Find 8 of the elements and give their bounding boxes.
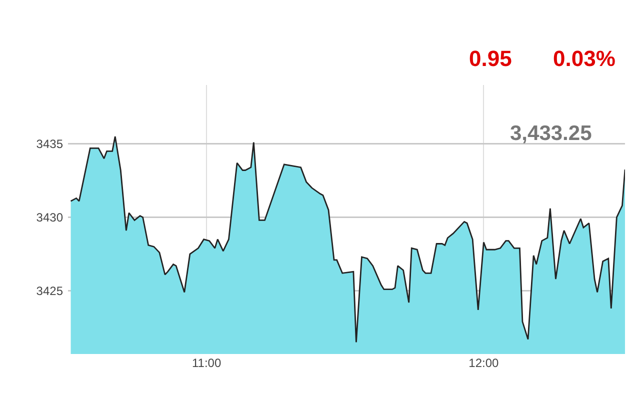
y-tick-label: 3435 (36, 137, 64, 151)
text: 0.03% (553, 46, 616, 71)
x-tick-label: 11:00 (192, 356, 222, 370)
text: 0.95 (469, 46, 512, 71)
annotation: 3,433.25 (510, 122, 592, 145)
y-tick-label: 3430 (36, 210, 64, 224)
y-tick-label: 3425 (36, 284, 64, 298)
x-tick-label: 12:00 (468, 356, 500, 370)
